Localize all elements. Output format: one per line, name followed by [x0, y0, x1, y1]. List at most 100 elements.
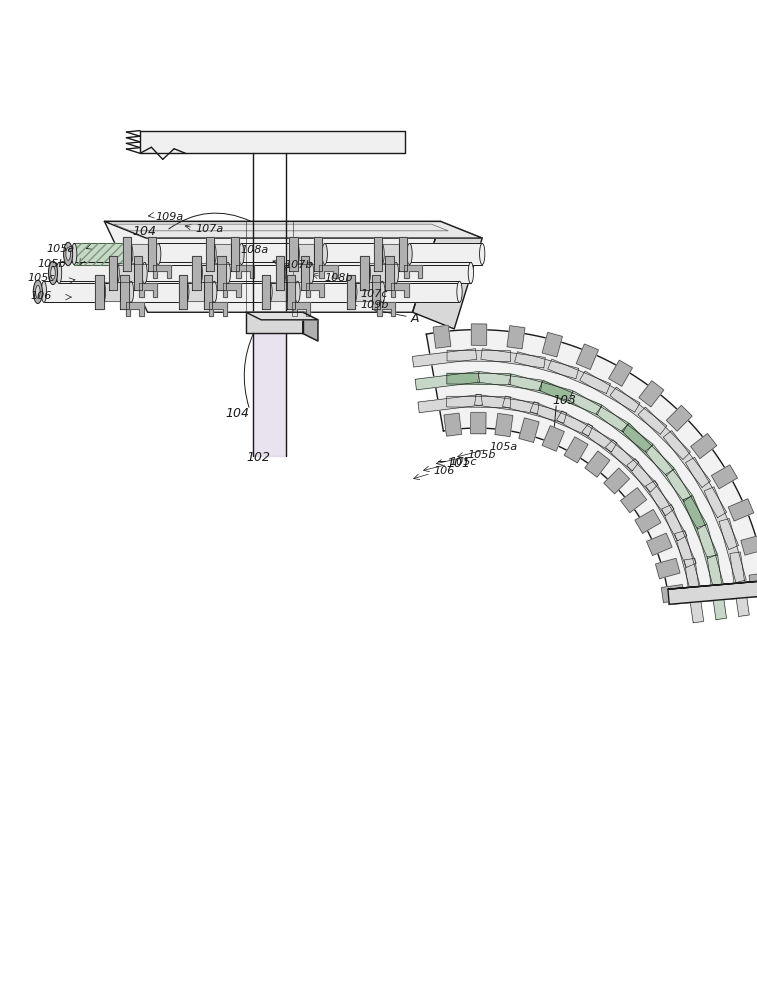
Polygon shape — [298, 281, 354, 302]
Polygon shape — [148, 237, 156, 271]
Polygon shape — [298, 244, 314, 264]
Polygon shape — [377, 302, 395, 316]
Polygon shape — [120, 275, 129, 309]
Polygon shape — [730, 552, 749, 616]
Polygon shape — [192, 256, 201, 290]
Ellipse shape — [71, 243, 77, 265]
Ellipse shape — [57, 262, 62, 283]
Polygon shape — [580, 371, 640, 412]
Polygon shape — [646, 481, 687, 541]
Polygon shape — [131, 244, 148, 264]
Polygon shape — [374, 237, 382, 271]
Polygon shape — [663, 431, 711, 487]
Ellipse shape — [127, 243, 132, 265]
Polygon shape — [666, 405, 692, 431]
Polygon shape — [214, 244, 231, 264]
Polygon shape — [139, 283, 157, 297]
Ellipse shape — [114, 262, 119, 283]
Polygon shape — [564, 437, 588, 463]
Polygon shape — [656, 558, 680, 579]
Polygon shape — [404, 265, 422, 278]
Polygon shape — [284, 263, 301, 282]
Polygon shape — [59, 262, 117, 283]
Polygon shape — [104, 282, 120, 301]
Polygon shape — [262, 275, 270, 309]
Polygon shape — [153, 265, 171, 278]
Text: A: A — [410, 312, 419, 325]
Polygon shape — [645, 445, 693, 502]
Ellipse shape — [280, 262, 286, 283]
Polygon shape — [347, 275, 355, 309]
Polygon shape — [712, 465, 737, 489]
Polygon shape — [287, 275, 295, 309]
Polygon shape — [217, 256, 226, 290]
Polygon shape — [444, 413, 462, 436]
Ellipse shape — [64, 242, 73, 266]
Text: 107c: 107c — [360, 289, 388, 299]
Text: 105b: 105b — [38, 259, 67, 269]
Ellipse shape — [66, 248, 70, 260]
Polygon shape — [399, 237, 407, 271]
Polygon shape — [158, 243, 213, 265]
Polygon shape — [707, 555, 727, 620]
Ellipse shape — [480, 243, 484, 265]
Text: 107a: 107a — [195, 224, 223, 234]
Polygon shape — [385, 256, 394, 290]
Polygon shape — [539, 380, 602, 415]
Polygon shape — [289, 237, 298, 271]
Polygon shape — [662, 505, 696, 567]
Polygon shape — [44, 281, 103, 302]
Polygon shape — [639, 381, 664, 407]
Polygon shape — [627, 459, 674, 516]
Text: 105c: 105c — [27, 273, 55, 283]
Polygon shape — [231, 237, 239, 271]
Polygon shape — [697, 525, 724, 589]
Ellipse shape — [41, 281, 47, 302]
Text: 109a: 109a — [155, 212, 183, 222]
Polygon shape — [475, 394, 539, 414]
Ellipse shape — [295, 281, 300, 302]
Polygon shape — [292, 302, 310, 316]
Ellipse shape — [468, 262, 474, 283]
Polygon shape — [585, 451, 610, 477]
Polygon shape — [447, 396, 510, 407]
Ellipse shape — [379, 243, 385, 265]
Polygon shape — [668, 580, 757, 589]
Polygon shape — [542, 426, 564, 451]
Text: 105b: 105b — [468, 450, 497, 460]
Ellipse shape — [142, 262, 147, 283]
Text: 106: 106 — [433, 466, 454, 476]
Polygon shape — [123, 237, 131, 271]
Polygon shape — [447, 373, 510, 384]
Polygon shape — [495, 413, 512, 437]
Ellipse shape — [322, 243, 327, 265]
Polygon shape — [610, 387, 667, 434]
Ellipse shape — [36, 285, 40, 298]
Polygon shape — [472, 324, 487, 345]
Polygon shape — [104, 221, 441, 312]
Polygon shape — [306, 283, 324, 297]
Text: 105c: 105c — [450, 457, 477, 467]
Text: 108a: 108a — [241, 245, 269, 255]
Polygon shape — [503, 396, 567, 423]
Polygon shape — [668, 581, 757, 604]
Polygon shape — [382, 244, 399, 264]
Polygon shape — [548, 359, 610, 394]
Text: 104: 104 — [226, 407, 250, 420]
Polygon shape — [241, 243, 297, 265]
Ellipse shape — [456, 281, 462, 302]
Polygon shape — [433, 325, 451, 348]
Ellipse shape — [100, 281, 105, 302]
Polygon shape — [596, 405, 653, 452]
Polygon shape — [276, 256, 284, 290]
Polygon shape — [426, 330, 757, 604]
Polygon shape — [507, 326, 525, 349]
Polygon shape — [447, 350, 511, 361]
Polygon shape — [519, 418, 539, 442]
Polygon shape — [418, 394, 482, 413]
Polygon shape — [253, 333, 286, 456]
Polygon shape — [228, 262, 283, 283]
Polygon shape — [638, 407, 690, 459]
Polygon shape — [683, 496, 718, 558]
Text: 105a: 105a — [489, 442, 517, 452]
